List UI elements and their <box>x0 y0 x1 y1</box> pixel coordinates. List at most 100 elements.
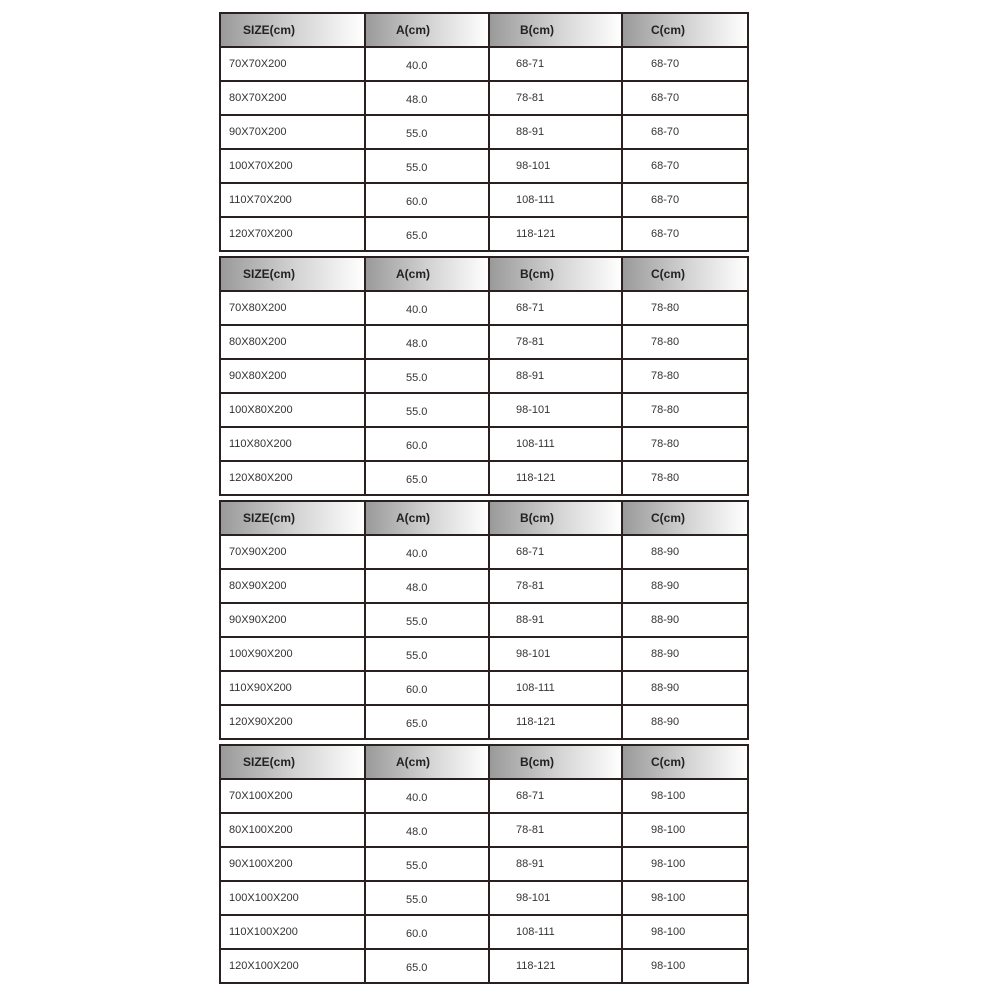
table-cell: 108-111 <box>490 916 621 948</box>
table-cell: 98-101 <box>490 394 621 426</box>
table-cell: 70X100X200 <box>221 780 364 812</box>
table-cell: 98-100 <box>623 848 747 880</box>
column-header: C(cm) <box>623 14 747 46</box>
column-header: A(cm) <box>366 258 488 290</box>
size-table: SIZE(cm) A(cm) B(cm) C(cm) 70X80X200 40.0 68-7… <box>219 256 749 496</box>
table-cell: 90X70X200 <box>221 116 364 148</box>
table-cell: 48.0 <box>366 82 488 114</box>
table-cell: 110X90X200 <box>221 672 364 704</box>
table-cell: 60.0 <box>366 916 488 948</box>
table-cell: 68-70 <box>623 116 747 148</box>
table-cell: 68-71 <box>490 292 621 324</box>
column-header: B(cm) <box>490 258 621 290</box>
table-cell: 60.0 <box>366 184 488 216</box>
table-cell: 120X70X200 <box>221 218 364 250</box>
column-header: B(cm) <box>490 502 621 534</box>
table-cell: 118-121 <box>490 950 621 982</box>
table-cell: 65.0 <box>366 706 488 738</box>
table-cell: 100X100X200 <box>221 882 364 914</box>
table-cell: 90X90X200 <box>221 604 364 636</box>
table-cell: 110X100X200 <box>221 916 364 948</box>
table-cell: 40.0 <box>366 292 488 324</box>
table-cell: 88-90 <box>623 570 747 602</box>
table-cell: 68-70 <box>623 218 747 250</box>
column-header: A(cm) <box>366 502 488 534</box>
table-cell: 100X90X200 <box>221 638 364 670</box>
table-cell: 55.0 <box>366 394 488 426</box>
table-cell: 68-71 <box>490 536 621 568</box>
table-cell: 108-111 <box>490 672 621 704</box>
table-cell: 100X70X200 <box>221 150 364 182</box>
table-cell: 120X100X200 <box>221 950 364 982</box>
size-table: SIZE(cm) A(cm) B(cm) C(cm) 70X70X200 40.0 68-7… <box>219 12 749 252</box>
table-cell: 80X80X200 <box>221 326 364 358</box>
table-cell: 78-80 <box>623 360 747 392</box>
table-cell: 98-100 <box>623 780 747 812</box>
table-cell: 98-100 <box>623 916 747 948</box>
table-cell: 90X80X200 <box>221 360 364 392</box>
table-cell: 40.0 <box>366 780 488 812</box>
table-cell: 78-80 <box>623 428 747 460</box>
table-cell: 70X90X200 <box>221 536 364 568</box>
table-cell: 55.0 <box>366 638 488 670</box>
table-cell: 110X80X200 <box>221 428 364 460</box>
table-cell: 55.0 <box>366 604 488 636</box>
table-cell: 98-101 <box>490 638 621 670</box>
table-cell: 80X100X200 <box>221 814 364 846</box>
table-cell: 78-81 <box>490 82 621 114</box>
table-cell: 88-91 <box>490 848 621 880</box>
table-cell: 108-111 <box>490 184 621 216</box>
table-cell: 108-111 <box>490 428 621 460</box>
table-cell: 98-100 <box>623 814 747 846</box>
table-cell: 88-91 <box>490 360 621 392</box>
table-cell: 65.0 <box>366 950 488 982</box>
column-header: C(cm) <box>623 502 747 534</box>
column-header: B(cm) <box>490 746 621 778</box>
table-cell: 55.0 <box>366 150 488 182</box>
table-cell: 88-90 <box>623 536 747 568</box>
table-cell: 60.0 <box>366 672 488 704</box>
table-cell: 68-70 <box>623 82 747 114</box>
table-cell: 98-100 <box>623 950 747 982</box>
table-cell: 88-91 <box>490 604 621 636</box>
table-cell: 65.0 <box>366 218 488 250</box>
table-cell: 48.0 <box>366 326 488 358</box>
table-cell: 98-101 <box>490 150 621 182</box>
table-cell: 68-71 <box>490 780 621 812</box>
table-cell: 78-80 <box>623 292 747 324</box>
column-header: C(cm) <box>623 258 747 290</box>
table-cell: 118-121 <box>490 462 621 494</box>
table-cell: 65.0 <box>366 462 488 494</box>
table-cell: 70X80X200 <box>221 292 364 324</box>
table-cell: 78-80 <box>623 326 747 358</box>
table-cell: 55.0 <box>366 360 488 392</box>
table-cell: 68-70 <box>623 150 747 182</box>
table-cell: 78-81 <box>490 814 621 846</box>
table-cell: 78-80 <box>623 462 747 494</box>
table-cell: 78-80 <box>623 394 747 426</box>
table-cell: 98-101 <box>490 882 621 914</box>
column-header: SIZE(cm) <box>221 258 364 290</box>
table-cell: 118-121 <box>490 218 621 250</box>
table-cell: 68-70 <box>623 184 747 216</box>
table-cell: 68-70 <box>623 48 747 80</box>
table-cell: 40.0 <box>366 48 488 80</box>
table-cell: 120X90X200 <box>221 706 364 738</box>
table-cell: 118-121 <box>490 706 621 738</box>
table-cell: 70X70X200 <box>221 48 364 80</box>
table-cell: 90X100X200 <box>221 848 364 880</box>
table-cell: 100X80X200 <box>221 394 364 426</box>
table-cell: 55.0 <box>366 116 488 148</box>
table-cell: 40.0 <box>366 536 488 568</box>
table-cell: 78-81 <box>490 326 621 358</box>
column-header: A(cm) <box>366 746 488 778</box>
table-cell: 88-90 <box>623 638 747 670</box>
column-header: SIZE(cm) <box>221 14 364 46</box>
size-table: SIZE(cm) A(cm) B(cm) C(cm) 70X100X200 40.0 68-… <box>219 744 749 984</box>
column-header: SIZE(cm) <box>221 502 364 534</box>
table-cell: 48.0 <box>366 570 488 602</box>
table-cell: 120X80X200 <box>221 462 364 494</box>
table-cell: 88-91 <box>490 116 621 148</box>
table-cell: 48.0 <box>366 814 488 846</box>
table-cell: 88-90 <box>623 706 747 738</box>
